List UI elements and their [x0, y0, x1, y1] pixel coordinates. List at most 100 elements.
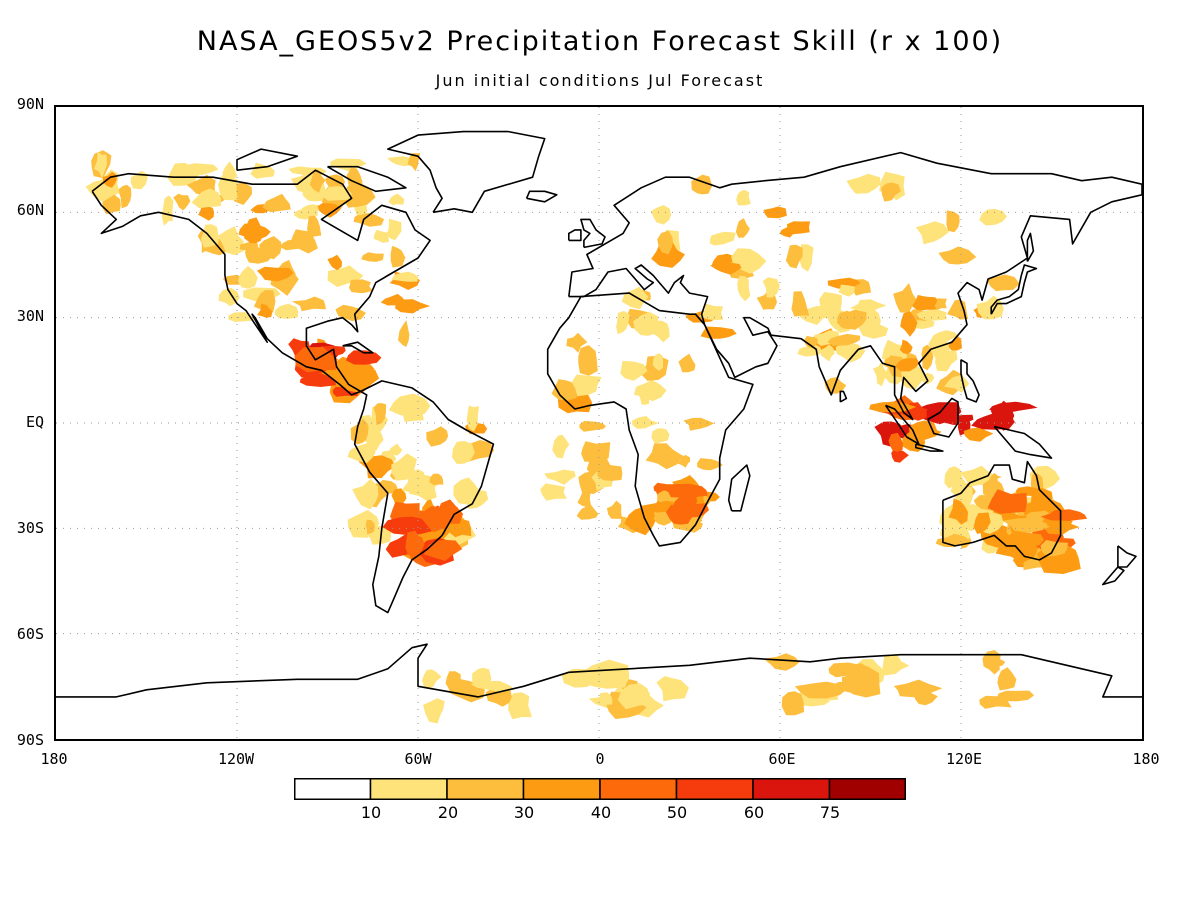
skill-cell	[846, 173, 881, 194]
skill-cell	[239, 240, 258, 254]
skill-cell	[309, 169, 326, 193]
skill-cell	[973, 512, 991, 535]
skill-cell	[893, 283, 917, 313]
coastline	[839, 390, 848, 403]
skill-cell	[650, 320, 670, 343]
skill-cell	[996, 690, 1035, 702]
skill-cell	[624, 506, 657, 536]
skill-cell	[678, 353, 696, 373]
coastline	[993, 425, 1053, 459]
skill-cell	[423, 539, 463, 561]
skill-cell	[595, 692, 613, 706]
skill-cell	[544, 469, 576, 485]
skill-cell	[997, 667, 1017, 691]
skill-cell	[699, 303, 724, 320]
skill-cell	[882, 653, 910, 676]
skill-cell	[386, 218, 402, 241]
skill-cell	[403, 407, 424, 423]
colorbar-label-50: 50	[666, 803, 688, 822]
skill-cell	[307, 214, 322, 239]
skill-cell	[938, 246, 977, 265]
skill-cell	[407, 153, 421, 172]
skill-cell	[102, 171, 117, 188]
lat-label-90s: 90S	[16, 731, 44, 749]
colorbar	[294, 778, 906, 800]
skill-cell	[645, 443, 683, 470]
skill-cell	[988, 472, 998, 487]
coastline	[727, 464, 751, 512]
skill-cell	[1008, 530, 1044, 548]
skill-cell	[881, 182, 901, 202]
lon-label-60w: 60W	[404, 750, 432, 768]
skill-cell	[944, 466, 963, 489]
lat-label-60s: 60S	[16, 625, 44, 643]
lon-label-60e: 60E	[768, 750, 796, 768]
skill-cell	[848, 663, 869, 680]
skill-cell	[551, 379, 577, 401]
skill-cell	[1040, 509, 1088, 521]
colorbar-label-20: 20	[437, 803, 459, 822]
skill-cell	[915, 221, 949, 245]
skill-cell	[401, 473, 438, 495]
skill-cell	[237, 266, 258, 289]
map-subtitle: Jun initial conditions Jul Forecast	[435, 71, 765, 90]
skill-cell	[571, 374, 602, 397]
skill-cell	[453, 477, 479, 505]
lat-label-30n: 30N	[16, 307, 44, 325]
lon-label-180e: 180	[1132, 750, 1160, 768]
skill-cell	[343, 182, 376, 208]
map-title: NASA_GEOS5v2 Precipitation Forecast Skil…	[196, 26, 1004, 57]
skill-cell	[373, 403, 387, 426]
skill-cell	[508, 692, 532, 720]
skill-cell	[301, 204, 320, 217]
skill-cell	[963, 427, 994, 442]
skill-cell	[710, 262, 742, 275]
skill-cell	[191, 188, 222, 209]
colorbar-swatch	[828, 778, 906, 800]
skill-cell	[577, 492, 591, 507]
skill-cell	[540, 483, 567, 501]
skill-cell	[349, 279, 373, 294]
skill-cell	[665, 504, 693, 525]
skill-cell	[218, 287, 240, 307]
skill-cell	[332, 362, 380, 394]
skill-cell	[167, 162, 200, 186]
skill-cell	[274, 303, 299, 319]
coastline	[568, 151, 1142, 421]
skill-cell	[763, 206, 787, 219]
skill-cell	[631, 416, 659, 429]
skill-cell	[819, 292, 842, 316]
skill-cell	[633, 380, 667, 402]
skill-cell	[928, 335, 950, 365]
skill-cell	[391, 271, 419, 282]
coastline	[942, 460, 1062, 561]
skill-cell	[422, 669, 442, 688]
skill-cell	[616, 310, 630, 335]
skill-cell	[561, 668, 608, 688]
skill-cell	[576, 504, 599, 520]
coastline	[960, 359, 980, 403]
coastline	[915, 443, 944, 452]
skill-cell	[1031, 488, 1053, 506]
colorbar-swatch	[446, 778, 525, 800]
skill-cell	[398, 320, 410, 348]
coastline	[236, 148, 299, 171]
skill-cell	[228, 312, 258, 322]
skill-cell	[900, 311, 918, 337]
skill-cell	[656, 483, 708, 498]
skill-cell	[388, 443, 403, 456]
skill-cell	[849, 299, 887, 313]
skill-cell	[617, 683, 653, 710]
skill-cell	[779, 226, 798, 238]
skill-cell	[485, 687, 512, 707]
skill-cell	[262, 193, 291, 213]
skill-cell	[361, 252, 384, 262]
skill-cell	[423, 698, 445, 724]
skill-cell	[279, 239, 311, 251]
skill-cell	[606, 500, 622, 519]
skill-cell	[365, 519, 375, 535]
coastline	[56, 643, 1142, 698]
skill-cell	[677, 455, 691, 468]
coastline	[387, 130, 546, 214]
skill-cell	[791, 291, 810, 317]
